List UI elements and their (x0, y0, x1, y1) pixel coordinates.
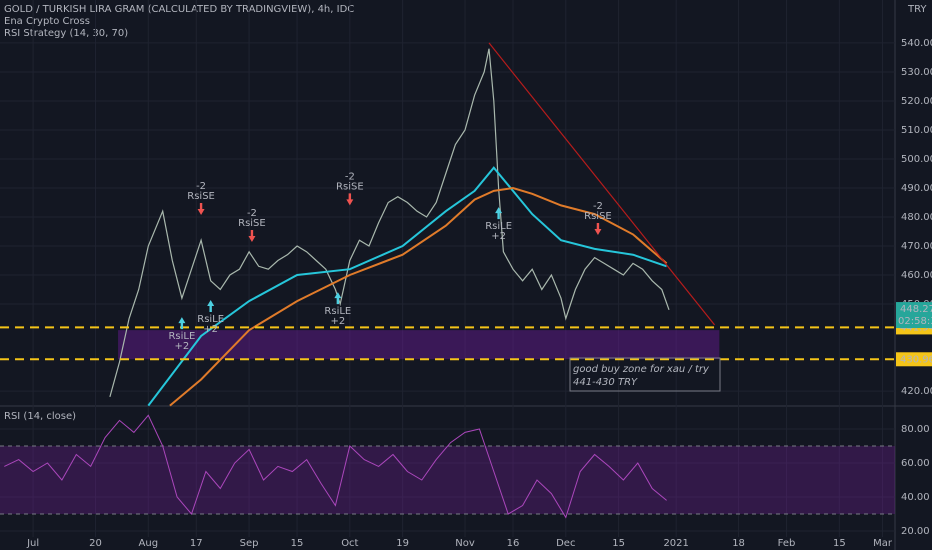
signal-arrow (248, 229, 256, 242)
signal-label: RsiSE (336, 181, 364, 192)
indicator-name: RSI Strategy (14, 30, 70) (4, 28, 128, 39)
signal-qty: -2 (196, 181, 206, 192)
y-tick-label: 80.00 (901, 424, 930, 435)
x-tick-label: 19 (396, 538, 409, 549)
y-tick-label: 520.00 (901, 96, 932, 107)
trend-line (488, 42, 716, 326)
signal-arrow (334, 292, 342, 305)
signal-qty: +2 (330, 316, 345, 327)
y-tick-label: 490.00 (901, 183, 932, 194)
y-tick-label: 460.00 (901, 270, 932, 281)
signal-qty: -2 (593, 201, 603, 212)
last-price-label: 448.27 (900, 304, 932, 315)
indicator-name: Ena Crypto Cross (4, 16, 90, 27)
x-tick-label: 17 (190, 538, 203, 549)
x-tick-label: Nov (455, 538, 475, 549)
signal-label: RsiLE (197, 314, 224, 325)
signal-arrow (495, 207, 503, 220)
signal-qty: +2 (203, 324, 218, 335)
signal-arrow (346, 193, 354, 206)
signal-label: RsiSE (584, 211, 612, 222)
x-tick-label: Oct (341, 538, 358, 549)
rsi-line (4, 414, 667, 519)
x-tick-label: Feb (778, 538, 796, 549)
countdown: 02:58:34 (898, 316, 932, 327)
x-tick-label: 15 (291, 538, 304, 549)
moving-average (169, 186, 668, 407)
x-tick-label: Dec (556, 538, 575, 549)
y-tick-label: 60.00 (901, 458, 930, 469)
signal-label: RsiLE (485, 221, 512, 232)
signal-label: RsiSE (238, 218, 266, 229)
x-tick-label: 2021 (663, 538, 688, 549)
signal-label: RsiLE (168, 331, 195, 342)
buy-zone (118, 330, 720, 360)
level-label: 430.96 (900, 354, 932, 365)
y-tick-label: 470.00 (901, 241, 932, 252)
signal-qty: -2 (247, 208, 257, 219)
y-tick-label: 540.00 (901, 38, 932, 49)
y-tick-label: 500.00 (901, 154, 932, 165)
y-tick-label: 20.00 (901, 526, 930, 537)
currency: TRY (907, 4, 927, 15)
signal-qty: -2 (345, 171, 355, 182)
y-tick-label: 40.00 (901, 492, 930, 503)
level-tag (896, 352, 932, 367)
callout-box (569, 357, 721, 392)
x-tick-label: 15 (612, 538, 625, 549)
y-tick-label: 530.00 (901, 67, 932, 78)
callout-text: good buy zone for xau / try (573, 364, 710, 375)
x-tick-label: Mar (873, 538, 893, 549)
signal-qty: +2 (491, 231, 506, 242)
rsi-title: RSI (14, close) (4, 411, 76, 422)
signal-arrow (197, 202, 205, 215)
symbol-title: GOLD / TURKISH LIRA GRAM (CALCULATED BY … (4, 4, 354, 15)
price-line (109, 48, 670, 398)
signal-label: RsiLE (324, 306, 351, 317)
y-tick-label: 480.00 (901, 212, 932, 223)
x-tick-label: Sep (240, 538, 259, 549)
signal-arrow (207, 299, 215, 312)
y-tick-label: 420.00 (901, 386, 932, 397)
x-tick-label: Jul (26, 538, 39, 549)
signal-label: RsiSE (187, 191, 215, 202)
x-tick-label: 18 (732, 538, 745, 549)
x-tick-label: 15 (833, 538, 846, 549)
signal-qty: +2 (175, 341, 190, 352)
rsi-band (0, 445, 895, 515)
x-tick-label: 20 (89, 538, 102, 549)
signal-arrow (594, 222, 602, 235)
moving-average (147, 166, 667, 407)
x-tick-label: Aug (139, 538, 159, 549)
signal-arrow (178, 317, 186, 330)
callout-text: 441-430 TRY (573, 377, 638, 388)
last-price-tag (896, 302, 932, 329)
y-tick-label: 510.00 (901, 125, 932, 136)
x-tick-label: 16 (507, 538, 520, 549)
